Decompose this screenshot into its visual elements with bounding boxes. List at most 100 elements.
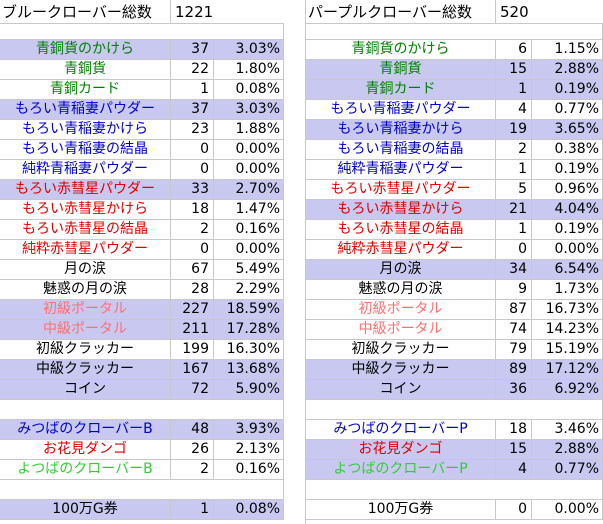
left-item-percent[interactable]: 2.70% <box>214 180 284 200</box>
right-item-percent[interactable]: 1.73% <box>532 280 603 300</box>
right-item-label[interactable]: 中級ポータル <box>306 320 496 340</box>
left-gap-row[interactable] <box>0 400 284 420</box>
right-item-count[interactable]: 15 <box>496 440 532 460</box>
left-item-count[interactable]: 2 <box>171 460 214 480</box>
right-item-label[interactable]: もろい赤彗星かけら <box>306 200 496 220</box>
right-item-count[interactable]: 4 <box>496 460 532 480</box>
right-item-label[interactable]: コイン <box>306 380 496 400</box>
left-item-label[interactable]: 魅惑の月の涙 <box>0 280 171 300</box>
left-item-percent[interactable]: 0.16% <box>214 460 284 480</box>
right-gap-row-2[interactable] <box>306 480 603 500</box>
right-item-percent[interactable]: 0.19% <box>532 160 603 180</box>
right-item-percent[interactable]: 0.19% <box>532 80 603 100</box>
left-item-count[interactable]: 72 <box>171 380 214 400</box>
left-item-label[interactable]: もろい青稲妻かけら <box>0 120 171 140</box>
left-item-count[interactable]: 33 <box>171 180 214 200</box>
left-item-percent[interactable]: 17.28% <box>214 320 284 340</box>
right-item-label[interactable]: もろい青稲妻かけら <box>306 120 496 140</box>
left-item-label[interactable]: もろい赤彗星の結晶 <box>0 220 171 240</box>
left-item-label[interactable]: 中級ポータル <box>0 320 171 340</box>
left-item-count[interactable]: 26 <box>171 440 214 460</box>
right-item-label[interactable]: 月の涙 <box>306 260 496 280</box>
left-item-percent[interactable]: 18.59% <box>214 300 284 320</box>
left-item-percent[interactable]: 0.00% <box>214 240 284 260</box>
right-item-label[interactable]: みつばのクローバーP <box>306 420 496 440</box>
right-item-count[interactable]: 19 <box>496 120 532 140</box>
left-item-percent[interactable]: 5.90% <box>214 380 284 400</box>
right-item-percent[interactable]: 6.54% <box>532 260 603 280</box>
right-item-label[interactable]: 青銅カード <box>306 80 496 100</box>
right-item-percent[interactable]: 14.23% <box>532 320 603 340</box>
left-item-label[interactable]: もろい青稲妻パウダー <box>0 100 171 120</box>
left-item-label[interactable]: 中級クラッカー <box>0 360 171 380</box>
left-item-label[interactable]: 青銅カード <box>0 80 171 100</box>
right-item-label[interactable]: もろい赤彗星の結晶 <box>306 220 496 240</box>
right-item-percent[interactable]: 3.46% <box>532 420 603 440</box>
right-item-percent[interactable]: 15.19% <box>532 340 603 360</box>
left-blank-row[interactable] <box>0 24 284 40</box>
right-item-percent[interactable]: 0.38% <box>532 140 603 160</box>
left-item-label[interactable]: お花見ダンゴ <box>0 440 171 460</box>
left-item-label[interactable]: よつばのクローバーB <box>0 460 171 480</box>
left-item-label[interactable]: 初級ポータル <box>0 300 171 320</box>
right-item-count[interactable]: 34 <box>496 260 532 280</box>
right-gap-row[interactable] <box>306 400 603 420</box>
right-item-count[interactable]: 9 <box>496 280 532 300</box>
left-item-label[interactable]: みつばのクローバーB <box>0 420 171 440</box>
left-item-count[interactable]: 199 <box>171 340 214 360</box>
right-total-cell[interactable]: 520 <box>496 0 603 24</box>
left-item-percent[interactable]: 0.08% <box>214 80 284 100</box>
right-item-count[interactable]: 0 <box>496 500 532 520</box>
right-item-percent[interactable]: 0.96% <box>532 180 603 200</box>
left-item-label[interactable]: 100万G券 <box>0 500 171 520</box>
right-item-percent[interactable]: 0.77% <box>532 100 603 120</box>
left-item-count[interactable]: 227 <box>171 300 214 320</box>
right-item-count[interactable]: 0 <box>496 240 532 260</box>
left-title-cell[interactable]: ブルークローバー総数 <box>0 0 171 24</box>
left-gap-row-2[interactable] <box>0 480 284 500</box>
left-item-count[interactable]: 1 <box>171 80 214 100</box>
left-item-label[interactable]: もろい赤彗星パウダー <box>0 180 171 200</box>
left-item-percent[interactable]: 3.03% <box>214 40 284 60</box>
left-item-label[interactable]: もろい赤彗星かけら <box>0 200 171 220</box>
left-item-label[interactable]: コイン <box>0 380 171 400</box>
right-item-count[interactable]: 18 <box>496 420 532 440</box>
right-item-percent[interactable]: 0.77% <box>532 460 603 480</box>
right-item-percent[interactable]: 3.65% <box>532 120 603 140</box>
right-item-count[interactable]: 89 <box>496 360 532 380</box>
right-item-count[interactable]: 1 <box>496 220 532 240</box>
right-item-percent[interactable]: 1.15% <box>532 40 603 60</box>
left-item-percent[interactable]: 1.80% <box>214 60 284 80</box>
right-item-count[interactable]: 15 <box>496 60 532 80</box>
left-item-percent[interactable]: 2.13% <box>214 440 284 460</box>
right-item-label[interactable]: 純粋青稲妻パウダー <box>306 160 496 180</box>
left-item-percent[interactable]: 2.29% <box>214 280 284 300</box>
left-item-count[interactable]: 0 <box>171 160 214 180</box>
right-item-percent[interactable]: 0.19% <box>532 220 603 240</box>
right-item-count[interactable]: 5 <box>496 180 532 200</box>
left-item-label[interactable]: 青銅貨のかけら <box>0 40 171 60</box>
right-title-cell[interactable]: パープルクローバー総数 <box>306 0 496 24</box>
right-item-label[interactable]: もろい青稲妻の結晶 <box>306 140 496 160</box>
right-item-percent[interactable]: 2.88% <box>532 440 603 460</box>
right-item-percent[interactable]: 4.04% <box>532 200 603 220</box>
left-item-count[interactable]: 18 <box>171 200 214 220</box>
left-item-percent[interactable]: 3.03% <box>214 100 284 120</box>
left-item-count[interactable]: 22 <box>171 60 214 80</box>
left-item-percent[interactable]: 13.68% <box>214 360 284 380</box>
left-item-count[interactable]: 211 <box>171 320 214 340</box>
left-item-count[interactable]: 48 <box>171 420 214 440</box>
left-item-percent[interactable]: 5.49% <box>214 260 284 280</box>
left-item-label[interactable]: 純粋赤彗星パウダー <box>0 240 171 260</box>
left-item-label[interactable]: 純粋青稲妻パウダー <box>0 160 171 180</box>
right-item-count[interactable]: 6 <box>496 40 532 60</box>
right-item-percent[interactable]: 0.00% <box>532 240 603 260</box>
right-item-label[interactable]: 青銅貨のかけら <box>306 40 496 60</box>
right-item-label[interactable]: 中級クラッカー <box>306 360 496 380</box>
left-item-percent[interactable]: 16.30% <box>214 340 284 360</box>
right-item-label[interactable]: 初級クラッカー <box>306 340 496 360</box>
right-item-label[interactable]: もろい青稲妻パウダー <box>306 100 496 120</box>
left-item-count[interactable]: 2 <box>171 220 214 240</box>
right-blank-row[interactable] <box>306 24 603 40</box>
left-item-count[interactable]: 37 <box>171 100 214 120</box>
